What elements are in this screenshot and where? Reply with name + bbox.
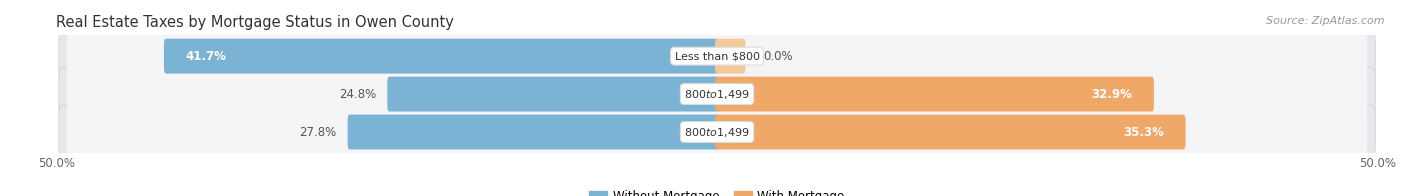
FancyBboxPatch shape [59, 67, 1375, 121]
FancyBboxPatch shape [716, 39, 745, 74]
FancyBboxPatch shape [347, 115, 718, 150]
Text: 27.8%: 27.8% [299, 125, 336, 139]
Text: 0.0%: 0.0% [763, 50, 793, 63]
Text: 35.3%: 35.3% [1123, 125, 1164, 139]
Text: Less than $800: Less than $800 [675, 51, 759, 61]
FancyBboxPatch shape [67, 73, 1367, 116]
FancyBboxPatch shape [59, 29, 1375, 83]
Text: Source: ZipAtlas.com: Source: ZipAtlas.com [1267, 16, 1385, 26]
Text: Real Estate Taxes by Mortgage Status in Owen County: Real Estate Taxes by Mortgage Status in … [56, 15, 454, 30]
FancyBboxPatch shape [716, 115, 1185, 150]
FancyBboxPatch shape [165, 39, 718, 74]
FancyBboxPatch shape [387, 77, 718, 112]
Text: 24.8%: 24.8% [339, 88, 375, 101]
Text: 32.9%: 32.9% [1091, 88, 1132, 101]
FancyBboxPatch shape [67, 34, 1367, 78]
Legend: Without Mortgage, With Mortgage: Without Mortgage, With Mortgage [585, 186, 849, 196]
FancyBboxPatch shape [59, 105, 1375, 159]
Text: $800 to $1,499: $800 to $1,499 [685, 88, 749, 101]
Text: $800 to $1,499: $800 to $1,499 [685, 125, 749, 139]
Text: 41.7%: 41.7% [186, 50, 226, 63]
FancyBboxPatch shape [716, 77, 1154, 112]
FancyBboxPatch shape [67, 110, 1367, 154]
